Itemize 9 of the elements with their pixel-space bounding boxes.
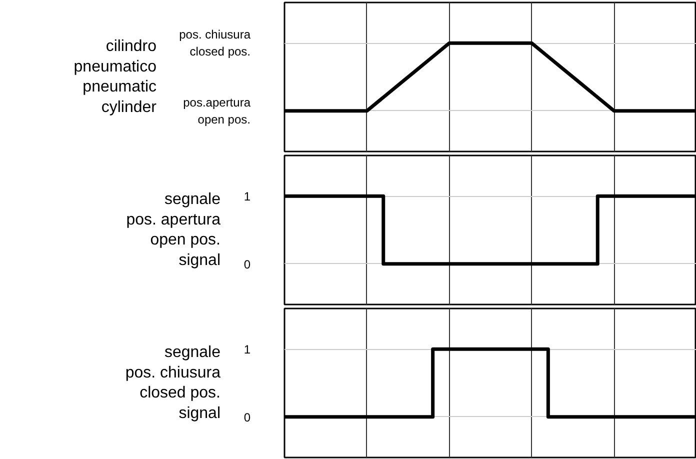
y-tick-label: 1 <box>244 190 251 204</box>
y-tick-label: 1 <box>244 342 251 357</box>
y-tick-label: 0 <box>244 410 251 424</box>
y-axis-title: cilindro pneumatico pneumatic cylinder <box>74 38 158 116</box>
text: pos. chiusura closed pos. <box>179 28 251 59</box>
y-axis-title: segnale pos. apertura open pos. signal <box>126 190 221 270</box>
text: pos.apertura open pos. <box>183 95 251 126</box>
y-axis-title: segnale pos. chiusura closed pos. signal <box>125 344 221 422</box>
y-tick-label: 0 <box>244 257 251 272</box>
